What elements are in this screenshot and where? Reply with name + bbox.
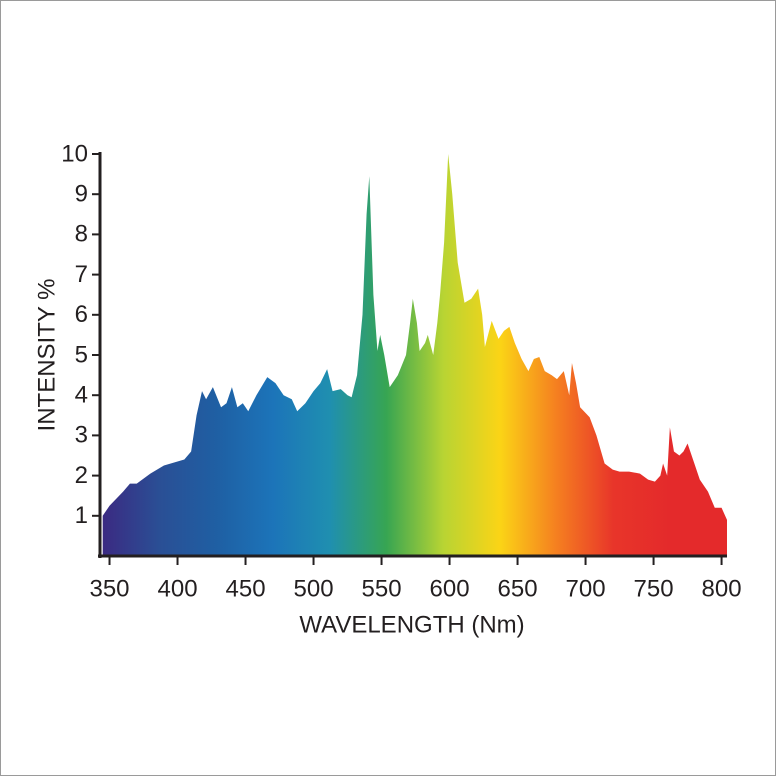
y-tick-label: 2 xyxy=(75,462,88,489)
y-tick-label: 8 xyxy=(75,221,88,248)
x-tick-label: 750 xyxy=(634,575,674,602)
y-tick-label: 3 xyxy=(75,422,88,449)
y-tick-label: 5 xyxy=(75,341,88,368)
x-tick-label: 600 xyxy=(430,575,470,602)
y-tick-label: 1 xyxy=(75,502,88,529)
y-tick-label: 6 xyxy=(75,301,88,328)
x-axis-title: WAVELENGTH (Nm) xyxy=(299,611,524,638)
spectrum-area xyxy=(102,154,728,556)
x-tick-label: 450 xyxy=(226,575,266,602)
y-tick-label: 4 xyxy=(75,382,88,409)
y-tick-label: 10 xyxy=(61,140,88,167)
x-tick-label: 800 xyxy=(702,575,742,602)
x-tick-label: 700 xyxy=(566,575,606,602)
y-tick-label: 9 xyxy=(75,181,88,208)
x-tick-label: 500 xyxy=(294,575,334,602)
x-tick-label: 550 xyxy=(362,575,402,602)
x-tick-label: 650 xyxy=(498,575,538,602)
y-axis-title: INTENSITY % xyxy=(33,279,60,432)
x-tick-label: 400 xyxy=(158,575,198,602)
y-tick-label: 7 xyxy=(75,261,88,288)
x-tick-label: 350 xyxy=(89,575,129,602)
